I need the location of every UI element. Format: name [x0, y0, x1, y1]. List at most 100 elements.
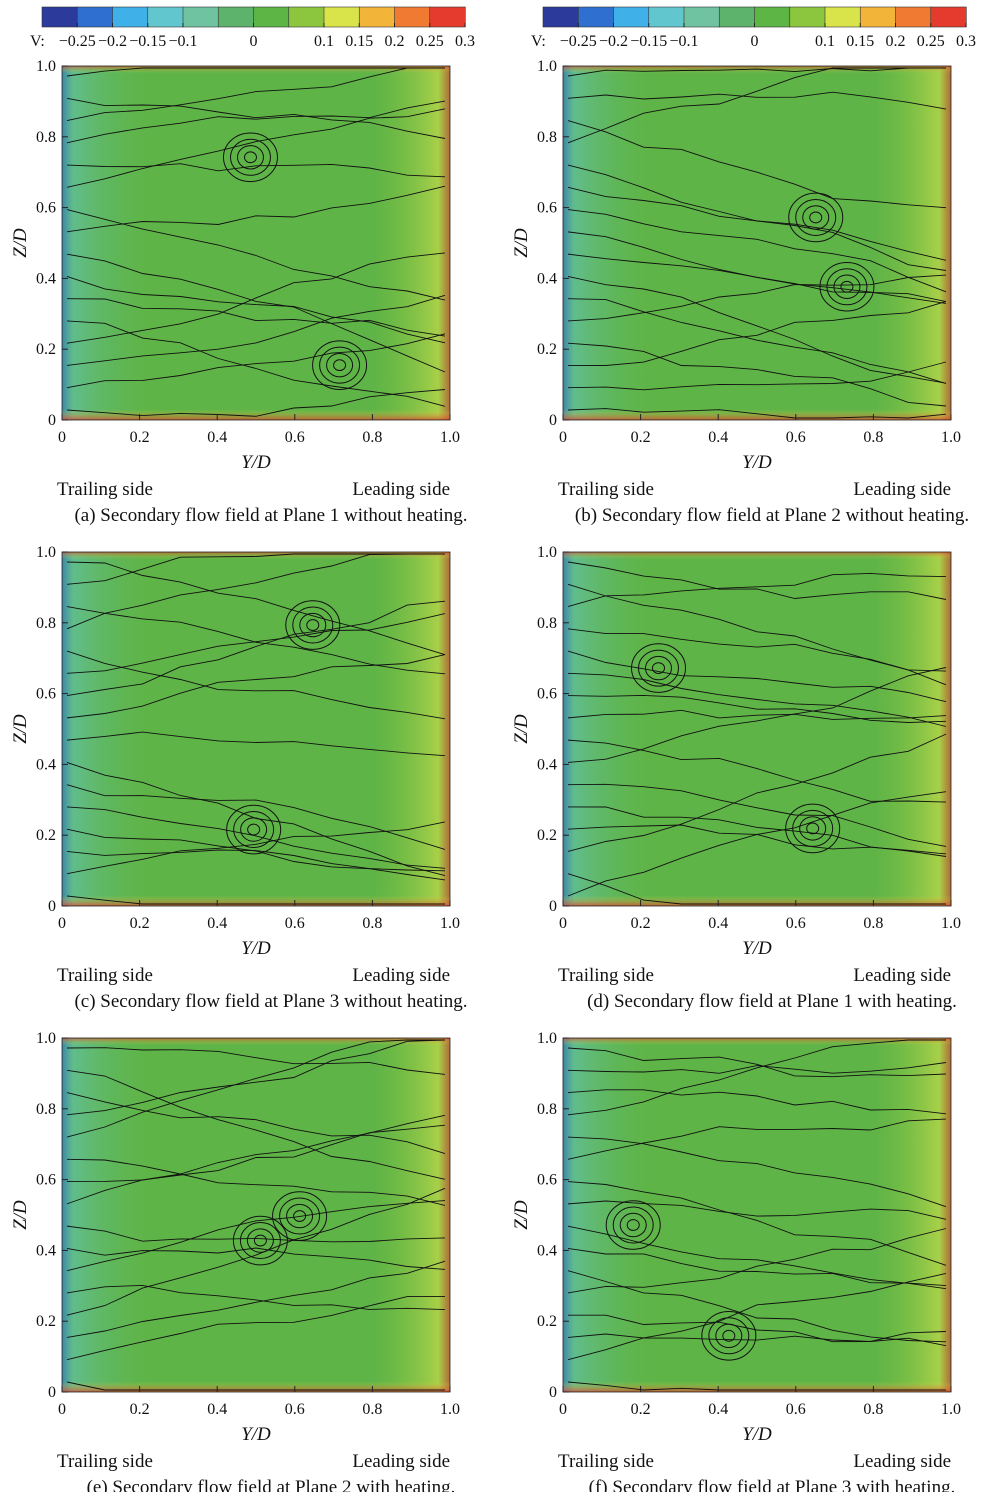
y-tick-label: 0.8 [36, 129, 56, 146]
y-tick-label: 0.4 [537, 756, 557, 773]
y-tick-label: 0 [48, 1384, 56, 1401]
streamline [567, 709, 947, 720]
y-tick-label: 0.2 [537, 827, 557, 844]
streamline [567, 783, 947, 847]
streamline [66, 600, 446, 697]
x-axis-title: Y/D [241, 1424, 271, 1445]
streamline [66, 185, 446, 233]
colorbar-tick-label: −0.15 [129, 33, 166, 50]
y-tick-label: 0.4 [36, 270, 56, 287]
colorbar-segment [789, 6, 826, 28]
colorbar-segment [824, 6, 861, 28]
streamline [567, 791, 947, 897]
streamline [567, 1228, 947, 1294]
x-tick-label: 0.8 [863, 915, 883, 932]
colorbar-segment [358, 6, 396, 28]
plot-frame [61, 551, 451, 907]
plot-frame [562, 1037, 952, 1393]
colorbar-tick-label: −0.15 [630, 33, 667, 50]
y-axis-title: Z/D [511, 714, 532, 744]
vortex [279, 1197, 321, 1235]
x-tick-label: 0.4 [207, 1401, 227, 1418]
colorbar-segment [895, 6, 932, 28]
y-tick-label: 0.4 [537, 270, 557, 287]
streamline [66, 252, 446, 344]
vortex [809, 211, 823, 224]
colorbar-tick-label: −0.25 [59, 33, 96, 50]
x-tick-label: 0.8 [863, 429, 883, 446]
streamline [567, 1247, 947, 1287]
x-tick-label: 0.2 [130, 1401, 150, 1418]
colorbar-segment [648, 6, 685, 28]
vortex [795, 198, 837, 236]
y-axis-title: Z/D [511, 1200, 532, 1230]
streamline [66, 1114, 446, 1183]
x-tick-label: 0.6 [786, 1401, 806, 1418]
streamline [567, 667, 947, 763]
x-tick-label: 0.6 [285, 915, 305, 932]
colorbar-segment [613, 6, 650, 28]
field-edge [563, 1038, 951, 1392]
streamline [567, 873, 946, 905]
vortex [233, 811, 275, 849]
streamline [66, 553, 445, 630]
streamline [66, 849, 446, 872]
y-tick-label: 0.2 [537, 341, 557, 358]
streamline [567, 1062, 947, 1074]
colorbar-tick-label: 0.1 [314, 33, 334, 50]
x-tick-label: 0.4 [708, 915, 728, 932]
annotation: Leading side [853, 1451, 951, 1472]
y-tick-label: 0.8 [537, 615, 557, 632]
caption: (b) Secondary flow field at Plane 2 with… [575, 505, 969, 526]
vortex [333, 359, 347, 372]
vortex [792, 809, 834, 847]
plot-frame [562, 551, 952, 907]
y-tick-label: 0.6 [537, 200, 557, 217]
streamline [66, 1158, 446, 1206]
streamline [66, 1039, 446, 1116]
streamline [66, 97, 446, 139]
x-tick-label: 1.0 [941, 1401, 961, 1418]
vortex [626, 1219, 640, 1231]
vortex [232, 1215, 288, 1266]
y-tick-label: 0.2 [36, 827, 56, 844]
streamline [66, 784, 446, 850]
colorbar-segment [147, 6, 184, 28]
annotation: Leading side [352, 1451, 450, 1472]
y-tick-label: 1.0 [537, 58, 557, 75]
annotation: Leading side [352, 479, 450, 500]
colorbar-segment [253, 6, 290, 28]
colorbar-tick-label: 0.25 [416, 33, 444, 50]
x-tick-label: 0.8 [863, 1401, 883, 1418]
annotation: Trailing side [558, 965, 654, 986]
y-tick-label: 0.6 [36, 1172, 56, 1189]
streamline [567, 67, 946, 77]
streamline [66, 320, 446, 407]
vortex [651, 662, 665, 675]
streamline [66, 1069, 446, 1180]
streamline [66, 389, 446, 417]
streamline [568, 1314, 947, 1347]
streamline [567, 1089, 947, 1115]
streamline [567, 1136, 947, 1208]
caption: (d) Secondary flow field at Plane 1 with… [587, 991, 957, 1012]
streamline [567, 209, 947, 293]
streamline [567, 186, 947, 261]
streamline [66, 613, 446, 674]
colorbar-tick-label: −0.1 [669, 33, 698, 50]
x-tick-label: 0.4 [207, 915, 227, 932]
streamline [66, 1039, 445, 1138]
y-tick-label: 0 [549, 898, 557, 915]
colorbar-segment [683, 6, 720, 28]
vortex [246, 1228, 274, 1253]
vortex [272, 1191, 328, 1241]
streamline [567, 67, 946, 144]
x-tick-label: 1.0 [941, 915, 961, 932]
plot-frame [61, 1037, 451, 1393]
streamline [567, 1272, 947, 1361]
x-tick-label: 1.0 [941, 429, 961, 446]
colorbar-segment [182, 6, 219, 28]
streamline [66, 1047, 446, 1075]
field-edge [563, 552, 951, 906]
x-tick-label: 0 [58, 1401, 66, 1418]
